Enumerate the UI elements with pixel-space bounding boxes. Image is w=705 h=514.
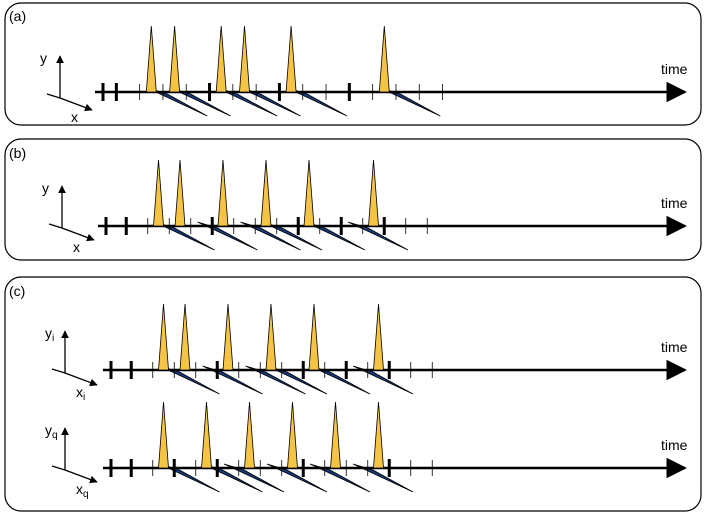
x-axis-label: x xyxy=(73,239,80,255)
z-axis-stub xyxy=(46,93,61,99)
y-axis-subscript: q xyxy=(52,430,58,441)
y-axis-label: y xyxy=(42,180,49,196)
y-axis-label: yi xyxy=(45,325,54,344)
x-axis-arrow-icon xyxy=(64,469,98,484)
pulse-spike xyxy=(158,303,169,371)
x-axis-label: x xyxy=(71,109,78,125)
pulse-spike xyxy=(265,303,277,371)
panel-c-frame xyxy=(4,276,702,512)
pulse-spike xyxy=(239,25,250,93)
pulse-spike xyxy=(215,25,227,93)
pulse-spike xyxy=(244,401,255,469)
time-axis-label: time xyxy=(661,61,688,77)
pulse-spike xyxy=(330,401,341,469)
y-axis-subscript: i xyxy=(52,333,54,344)
x-axis-label: xi xyxy=(76,384,85,403)
panel-b-label: (b) xyxy=(9,145,26,161)
panel-a-frame xyxy=(4,2,702,126)
pulse-spike xyxy=(145,25,157,93)
pulse-spike xyxy=(201,401,212,469)
pulse-spike xyxy=(217,159,229,227)
pulse-spike xyxy=(373,401,384,469)
z-axis-stub xyxy=(48,223,63,229)
panel-c-row-q: yq xq time xyxy=(45,401,688,500)
z-axis-stub xyxy=(51,368,66,374)
pulse-spike xyxy=(308,303,320,371)
panel-b-row: y x time xyxy=(42,159,688,255)
pulse-spike xyxy=(174,159,186,227)
x-axis-subscript: q xyxy=(83,489,89,500)
pulse-spike xyxy=(373,303,384,371)
pulse-spike xyxy=(158,401,169,469)
panel-a-label: (a) xyxy=(9,8,26,24)
pulse-spike xyxy=(378,25,390,93)
x-axis-arrow-icon xyxy=(59,97,93,112)
panel-a-row: y x time xyxy=(40,25,688,125)
panel-c-row-i: yi xi time xyxy=(45,303,688,403)
panel-b-frame xyxy=(4,138,702,261)
time-axis-label: time xyxy=(661,437,688,453)
panel-c-label: (c) xyxy=(9,283,25,299)
pulse-spike xyxy=(222,303,234,371)
z-axis-stub xyxy=(51,465,66,471)
x-axis-subscript: i xyxy=(83,392,85,403)
pulse-spike xyxy=(368,159,379,227)
y-axis-label: y xyxy=(40,50,47,66)
x-axis-label: xq xyxy=(76,481,89,500)
pulse-spike xyxy=(260,159,272,227)
time-axis-label: time xyxy=(661,339,688,355)
pulse-spike xyxy=(285,25,297,93)
y-axis-label: yq xyxy=(45,422,58,441)
pulse-spike xyxy=(153,159,164,227)
pulse-spike xyxy=(169,25,181,93)
x-axis-arrow-icon xyxy=(64,372,98,387)
pulse-spike xyxy=(179,303,191,371)
x-axis-arrow-icon xyxy=(61,227,95,242)
pulse-spike xyxy=(303,159,315,227)
time-axis-label: time xyxy=(661,195,688,211)
pulse-spike xyxy=(287,401,298,469)
